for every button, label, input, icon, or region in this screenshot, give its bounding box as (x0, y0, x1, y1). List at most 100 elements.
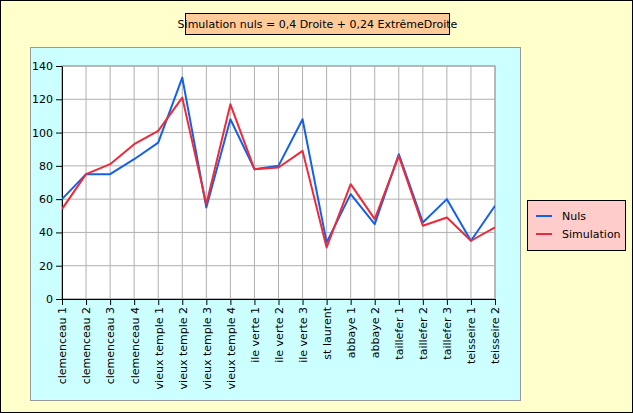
grid-line (326, 66, 327, 299)
tick: ile verte 1 (249, 299, 262, 363)
tick: 100 (32, 127, 62, 140)
tick-mark (56, 266, 62, 267)
tick-mark (56, 66, 62, 67)
grid-line (110, 66, 111, 299)
tick-label: 80 (39, 160, 53, 173)
legend-swatch (536, 215, 552, 217)
tick-mark (279, 299, 280, 305)
tick-mark (56, 299, 62, 300)
tick-label: taillefer 1 (393, 307, 406, 360)
tick: 140 (32, 60, 62, 73)
tick-label: vieux temple 4 (225, 307, 238, 389)
tick-label: taillefer 3 (441, 307, 454, 360)
tick: st laurent (321, 299, 334, 360)
tick: 80 (39, 160, 62, 173)
tick-label: clemenceau 2 (80, 307, 93, 384)
tick: taillefer 3 (441, 299, 454, 360)
tick-mark (62, 299, 63, 305)
tick-mark (86, 299, 87, 305)
tick-mark (56, 99, 62, 100)
grid-line (374, 66, 375, 299)
tick: teisseire 2 (489, 299, 502, 364)
tick-mark (206, 299, 207, 305)
grid (62, 66, 495, 299)
title-group: Simulation nuls = 0,4 Droite + 0,24 Extr… (178, 14, 458, 35)
tick-label: clemenceau 1 (56, 307, 69, 384)
tick-mark (423, 299, 424, 305)
tick: abbaye 2 (369, 299, 382, 358)
tick-mark (110, 299, 111, 305)
tick-label: 40 (39, 226, 53, 239)
legend-swatch (536, 233, 552, 235)
tick-label: 140 (32, 60, 53, 73)
grid-line (495, 66, 496, 299)
tick: clemenceau 1 (56, 299, 69, 384)
tick-label: clemenceau 4 (129, 307, 142, 384)
legend: Nuls Simulation (528, 201, 626, 251)
tick-label: ile verte 2 (273, 307, 286, 363)
tick: 60 (39, 193, 62, 206)
grid-line (158, 66, 159, 299)
tick-label: vieux temple 2 (177, 307, 190, 389)
tick-mark (495, 299, 496, 305)
tick-label: 120 (32, 93, 53, 106)
chart: Simulation nuls = 0,4 Droite + 0,24 Extr… (0, 0, 633, 413)
series-group (62, 78, 495, 248)
tick: taillefer 1 (393, 299, 406, 360)
tick-label: ile verte 1 (249, 307, 262, 363)
tick-mark (375, 299, 376, 305)
grid-line (134, 66, 135, 299)
tick: teisseire 1 (465, 299, 478, 364)
tick: ile verte 2 (273, 299, 286, 363)
grid-line (86, 66, 87, 299)
tick: 120 (32, 93, 62, 106)
tick-label: 100 (32, 127, 53, 140)
tick: 40 (39, 226, 62, 239)
tick-label: abbaye 2 (369, 307, 382, 358)
series-line (62, 98, 495, 248)
grid-line (302, 66, 303, 299)
tick-mark (56, 166, 62, 167)
series-line (62, 78, 495, 243)
tick-label: teisseire 2 (489, 307, 502, 364)
tick-label: taillefer 2 (417, 307, 430, 360)
tick-mark (182, 299, 183, 305)
x-axis: clemenceau 1 clemenceau 2 clemenceau 3 clem… (56, 299, 502, 389)
tick-mark (471, 299, 472, 305)
tick: clemenceau 2 (80, 299, 93, 384)
tick-label: vieux temple 3 (201, 307, 214, 389)
grid-line (350, 66, 351, 299)
plot-panel (31, 48, 521, 401)
tick-mark (56, 133, 62, 134)
tick: taillefer 2 (417, 299, 430, 360)
tick-mark (134, 299, 135, 305)
tick-mark (303, 299, 304, 305)
tick: vieux temple 1 (153, 299, 166, 389)
tick-mark (254, 299, 255, 305)
tick-label: st laurent (321, 306, 334, 359)
tick: vieux temple 3 (201, 299, 214, 389)
tick-mark (399, 299, 400, 305)
tick: vieux temple 4 (225, 299, 238, 389)
tick-label: vieux temple 1 (153, 307, 166, 389)
tick-label: abbaye 1 (345, 307, 358, 358)
grid-line (278, 66, 279, 299)
tick-label: 0 (46, 293, 53, 306)
grid-line (230, 66, 231, 299)
tick: 20 (39, 260, 62, 273)
legend-label: Simulation (562, 228, 621, 241)
tick-mark (327, 299, 328, 305)
tick-label: ile verte 3 (297, 307, 310, 363)
tick: 0 (46, 293, 62, 306)
tick-mark (56, 199, 62, 200)
tick-label: clemenceau 3 (104, 307, 117, 384)
plot-area (62, 66, 495, 299)
tick-mark (230, 299, 231, 305)
tick-label: 20 (39, 260, 53, 273)
grid-line (470, 66, 471, 299)
grid-line (254, 66, 255, 299)
tick-mark (56, 232, 62, 233)
grid-line (446, 66, 447, 299)
legend-label: Nuls (562, 210, 586, 223)
tick-mark (447, 299, 448, 305)
